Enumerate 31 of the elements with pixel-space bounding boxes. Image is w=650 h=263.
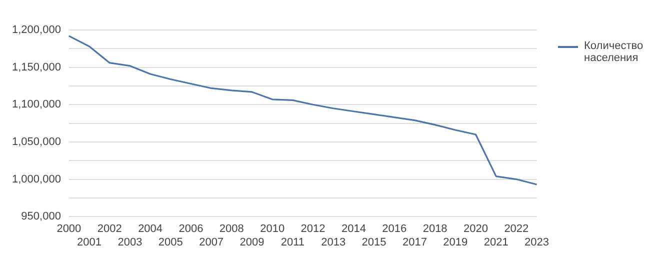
x-tick-label: 2005 xyxy=(158,236,183,248)
x-tick-label: 2009 xyxy=(240,236,264,248)
y-tick-label: 950,000 xyxy=(21,210,61,223)
x-tick-label: 2003 xyxy=(118,236,142,248)
y-tick-label: 1,050,000 xyxy=(12,136,61,148)
y-tick-label: 1,200,000 xyxy=(12,24,61,36)
x-tick-label: 2022 xyxy=(504,223,529,236)
y-tick-label: 1,000,000 xyxy=(12,173,61,186)
x-tick-label: 2015 xyxy=(362,236,386,248)
x-tick-label: 2014 xyxy=(341,223,366,236)
x-tick-label: 2016 xyxy=(382,223,407,236)
x-tick-label: 2017 xyxy=(402,236,427,248)
x-tick-label: 2007 xyxy=(199,236,224,248)
x-tick-label: 2020 xyxy=(464,223,488,236)
x-tick-label: 2001 xyxy=(77,236,102,248)
y-tick-label: 1,100,000 xyxy=(12,98,61,111)
x-tick-label: 2000 xyxy=(56,223,82,236)
x-tick-label: 2012 xyxy=(300,223,326,236)
x-tick-label: 2019 xyxy=(443,236,468,248)
x-tick-label: 2023 xyxy=(524,236,550,248)
x-tick-label: 2002 xyxy=(97,223,122,236)
x-tick-label: 2004 xyxy=(138,223,163,236)
x-tick-label: 2008 xyxy=(219,223,244,236)
x-tick-label: 2011 xyxy=(280,236,305,248)
x-tick-label: 2018 xyxy=(422,223,448,236)
x-tick-label: 2021 xyxy=(484,236,508,248)
legend-label: Количество населения xyxy=(584,40,644,64)
y-tick-label: 1,150,000 xyxy=(12,61,61,74)
x-tick-label: 2010 xyxy=(260,223,285,236)
x-tick-label: 2013 xyxy=(321,236,346,248)
x-tick-label: 2006 xyxy=(178,223,204,236)
